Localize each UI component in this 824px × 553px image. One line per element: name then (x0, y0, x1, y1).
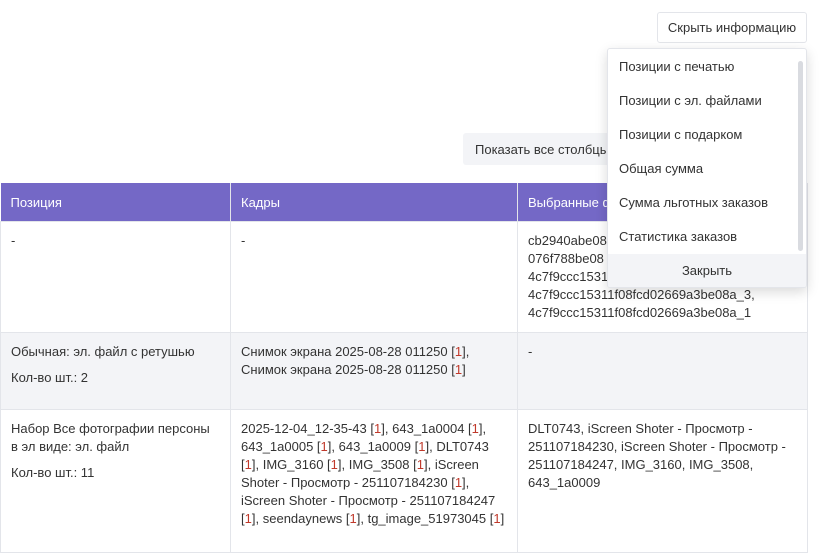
cell-position: Обычная: эл. файл с ретушью Кол-во шт.: 2 (0, 332, 231, 410)
separator: , (384, 421, 389, 436)
frame-name: IMG_3160 (262, 457, 324, 472)
frame-name: Снимок экрана 2025-08-28 011250 (241, 344, 448, 359)
frame-count: 1 (244, 457, 252, 472)
frame-count: 1 (349, 511, 357, 526)
cell-selected: - (517, 332, 808, 410)
cell-frames: 2025-12-04_12-35-43 [1], 643_1a0004 [1],… (230, 409, 518, 553)
frame-name: 643_1a0004 (392, 421, 465, 436)
cell-frames: Снимок экрана 2025-08-28 011250 [1], Сни… (230, 332, 518, 410)
frame-name: IMG_3508 (348, 457, 410, 472)
frame-name: DLT0743 (436, 439, 489, 454)
cell-position: Набор Все фотографии персоны в эл виде: … (0, 409, 231, 553)
column-header-frames[interactable]: Кадры (230, 183, 518, 222)
selected-line: - (528, 344, 533, 359)
dropdown-item[interactable]: Позиции с подарком (619, 126, 743, 142)
separator: , (341, 457, 346, 472)
selected-line: DLT0743, iScreen Shoter - Просмотр - 251… (528, 421, 786, 490)
dropdown-item[interactable]: Позиции с печатью (619, 58, 735, 74)
frame-count: 1 (416, 457, 424, 472)
frame-count: 1 (454, 344, 463, 359)
frame-name: seendaynews (262, 511, 343, 526)
cell-selected: DLT0743, iScreen Shoter - Просмотр - 251… (517, 409, 808, 553)
frame-count: 1 (493, 511, 501, 526)
separator: , (465, 344, 470, 359)
columns-dropdown: Позиции с печатью Позиции с эл. файлами По… (607, 48, 807, 288)
separator: , (360, 511, 364, 526)
frame-count: 1 (454, 362, 463, 377)
position-name: Набор Все фотографии персоны в эл виде: … (11, 421, 210, 454)
hide-info-button[interactable]: Скрыть информацию (657, 12, 807, 43)
separator: , (429, 439, 433, 454)
frame-name: iScreen Shoter - Просмотр - 251107184230 (241, 457, 479, 490)
separator: , (331, 439, 336, 454)
table-row: Обычная: эл. файл с ретушью Кол-во шт.: 2… (0, 332, 808, 410)
position-qty: Кол-во шт.: 11 (11, 465, 95, 480)
selected-line: 4c7f9ccc15311f08fcd02669a3be08a_3, (528, 287, 755, 302)
position-name: Обычная: эл. файл с ретушью (11, 344, 195, 359)
frame-count: 1 (244, 511, 252, 526)
dropdown-item[interactable]: Позиции с эл. файлами (619, 92, 762, 108)
frame-count: 1 (374, 421, 382, 436)
frame-name: 643_1a0009 (338, 439, 411, 454)
column-header-position[interactable]: Позиция (0, 183, 231, 222)
frame-count: 1 (471, 421, 479, 436)
frame-name: iScreen Shoter - Просмотр - 251107184247 (241, 493, 496, 508)
dropdown-item[interactable]: Общая сумма (619, 160, 704, 176)
selected-line: 4c7f9ccc15311f08fcd02669a3be08a_1 (528, 305, 752, 320)
separator: , (465, 475, 470, 490)
frame-name: tg_image_51973045 (367, 511, 487, 526)
separator: , (482, 421, 487, 436)
frame-name: 643_1a0005 (241, 439, 314, 454)
frame-count: 1 (418, 439, 426, 454)
cell-frames: - (230, 221, 518, 333)
frame-count: 1 (330, 457, 338, 472)
position-name: - (11, 233, 16, 248)
frame-count: 1 (454, 475, 463, 490)
frame-name: Снимок экрана 2025-08-28 011250 (241, 362, 448, 377)
separator: , (255, 457, 260, 472)
selected-line: 4c7f9ccc1531 (528, 269, 609, 284)
cell-position: - (0, 221, 231, 333)
separator: , (255, 511, 260, 526)
dropdown-scrollbar[interactable] (798, 61, 803, 251)
show-all-columns-button[interactable]: Показать все столбцы (463, 133, 633, 165)
table-row: Набор Все фотографии персоны в эл виде: … (0, 409, 808, 553)
dropdown-item[interactable]: Сумма льготных заказов (619, 194, 769, 210)
separator: , (427, 457, 432, 472)
selected-line: 076f788be08 (528, 251, 604, 266)
position-qty: Кол-во шт.: 2 (11, 370, 89, 385)
frame-name: 2025-12-04_12-35-43 (241, 421, 367, 436)
selected-line: cb2940abe08 (528, 233, 607, 248)
dropdown-item[interactable]: Статистика заказов (619, 228, 738, 244)
frames-text: - (241, 233, 246, 248)
dropdown-close-button[interactable]: Закрыть (608, 254, 806, 287)
frame-count: 1 (320, 439, 328, 454)
